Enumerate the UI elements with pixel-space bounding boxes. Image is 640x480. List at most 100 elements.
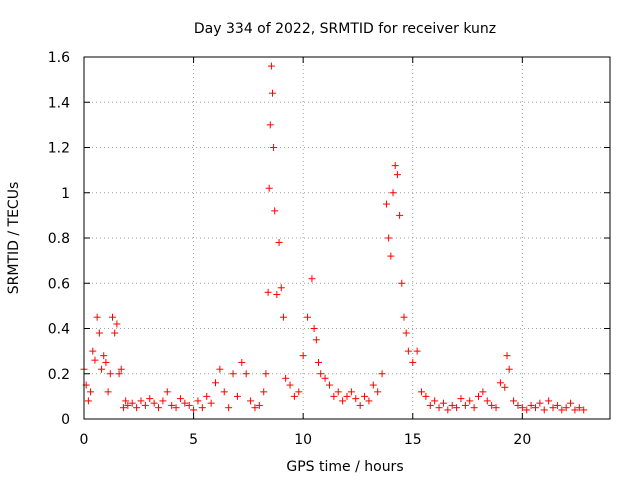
y-tick-label: 0 xyxy=(61,412,70,428)
data-point xyxy=(422,392,430,400)
data-point xyxy=(523,406,531,414)
x-tick-label: 15 xyxy=(404,432,422,448)
data-point xyxy=(330,392,338,400)
data-point xyxy=(310,325,318,332)
data-point xyxy=(483,397,491,405)
data-point xyxy=(108,313,116,321)
data-point xyxy=(251,404,259,412)
data-point xyxy=(198,404,206,412)
data-point xyxy=(571,406,579,414)
data-point xyxy=(122,397,130,405)
data-point xyxy=(391,162,399,170)
data-point xyxy=(339,397,347,405)
data-point xyxy=(295,388,303,396)
data-point xyxy=(501,383,509,391)
data-point xyxy=(216,365,224,373)
data-point xyxy=(95,329,103,337)
data-point xyxy=(475,392,482,400)
data-point xyxy=(190,406,198,414)
data-point xyxy=(431,397,439,405)
data-point xyxy=(270,144,278,151)
data-point xyxy=(409,358,417,366)
data-point xyxy=(133,404,141,412)
grid xyxy=(84,57,610,419)
data-point xyxy=(361,392,369,400)
axis-ticks: 0 0.2 0.4 0.6 0.8 1 1.2 1.4 1.6 0 5 10 15 20 xyxy=(48,50,610,448)
data-point xyxy=(448,401,456,409)
data-point xyxy=(352,395,360,403)
data-point xyxy=(562,404,570,412)
data-point xyxy=(100,352,108,360)
data-point xyxy=(575,404,583,412)
data-point xyxy=(404,347,412,355)
data-point xyxy=(315,358,323,366)
data-point xyxy=(369,381,377,389)
data-point xyxy=(172,404,180,412)
data-point xyxy=(536,399,544,407)
y-tick-label: 0.6 xyxy=(48,276,70,292)
data-point xyxy=(91,356,99,364)
data-point xyxy=(273,291,281,299)
data-point xyxy=(426,401,434,409)
data-point xyxy=(262,370,270,378)
data-point xyxy=(580,406,588,414)
data-point xyxy=(220,388,228,396)
data-point xyxy=(89,347,97,355)
data-point xyxy=(457,395,465,403)
data-point xyxy=(98,365,106,373)
data-point xyxy=(267,62,275,70)
data-point xyxy=(87,388,95,396)
data-point xyxy=(558,406,566,414)
data-point xyxy=(286,381,294,389)
data-point xyxy=(124,401,132,409)
data-point xyxy=(385,234,393,242)
data-point xyxy=(479,388,487,396)
data-point xyxy=(282,374,290,382)
data-point xyxy=(155,404,163,412)
y-tick-label: 1.2 xyxy=(48,141,70,157)
data-point xyxy=(141,401,149,409)
data-point xyxy=(382,200,390,208)
data-point xyxy=(347,388,355,396)
data-point xyxy=(113,320,121,328)
data-point xyxy=(531,404,539,412)
y-tick-label: 0.2 xyxy=(48,367,70,383)
data-point xyxy=(111,329,119,337)
data-point xyxy=(146,395,154,403)
data-point xyxy=(225,404,233,412)
y-tick-label: 0.4 xyxy=(48,322,70,338)
data-point xyxy=(265,184,273,192)
data-point xyxy=(356,401,364,409)
y-tick-label: 0.8 xyxy=(48,231,70,247)
data-point xyxy=(115,370,123,378)
data-point xyxy=(308,275,316,283)
chart-title: Day 334 of 2022, SRMTID for receiver kun… xyxy=(194,21,496,37)
data-point xyxy=(279,313,287,321)
data-point xyxy=(505,365,513,373)
data-point xyxy=(488,401,496,409)
data-point xyxy=(266,121,274,129)
data-point xyxy=(343,392,351,400)
data-point xyxy=(510,397,518,405)
data-point xyxy=(387,252,395,260)
data-point xyxy=(553,401,561,409)
data-point xyxy=(159,397,167,405)
data-point xyxy=(247,397,255,405)
data-point xyxy=(117,365,125,373)
data-point xyxy=(277,284,285,292)
data-point xyxy=(163,388,171,396)
data-point xyxy=(194,397,202,405)
data-point xyxy=(264,288,272,296)
data-point xyxy=(106,370,114,378)
data-point xyxy=(233,392,241,400)
data-point xyxy=(418,388,426,396)
data-point xyxy=(514,401,522,409)
data-point xyxy=(212,379,219,387)
y-tick-label: 1.6 xyxy=(48,50,70,66)
x-tick-label: 0 xyxy=(80,432,89,448)
data-point xyxy=(518,404,526,412)
data-point xyxy=(176,395,184,403)
data-point xyxy=(503,352,511,360)
data-point xyxy=(268,89,276,97)
